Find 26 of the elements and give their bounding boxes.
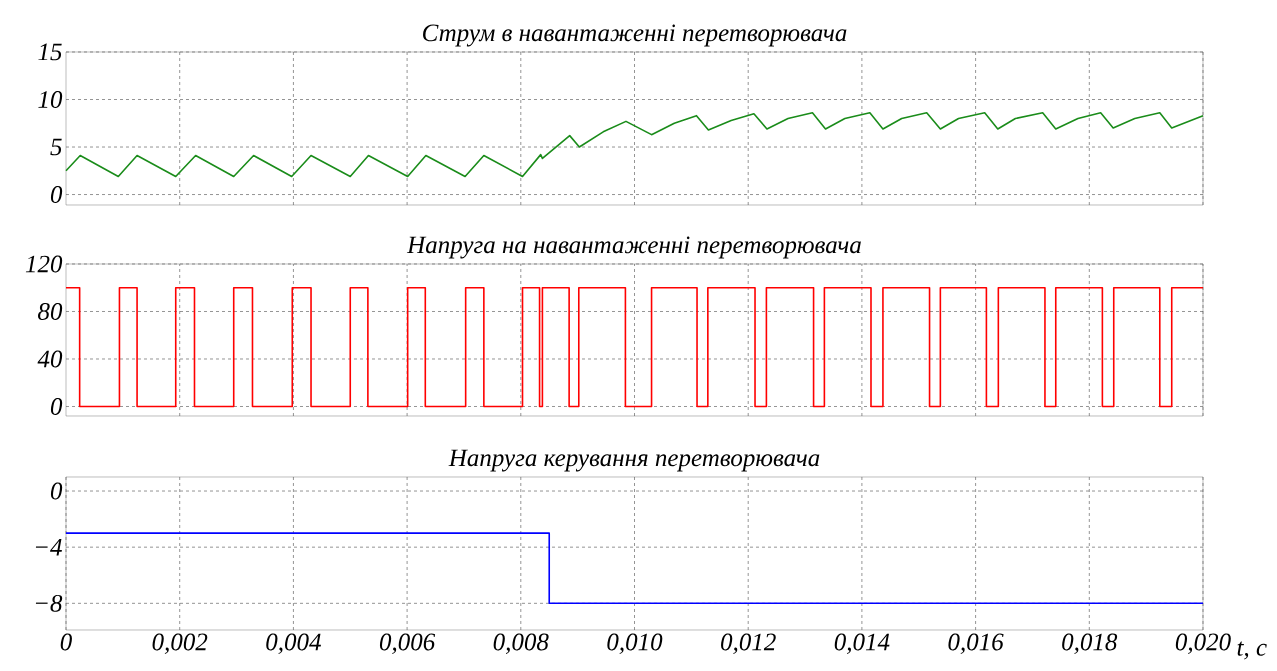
y-tick-label: 5 bbox=[50, 138, 62, 156]
y-tick-label: 0 bbox=[50, 398, 63, 415]
y-tick-label: 15 bbox=[38, 43, 62, 61]
x-tick-label: 0,006 bbox=[379, 633, 436, 654]
y-tick-label: −8 bbox=[35, 594, 63, 612]
y-tick-label: 80 bbox=[37, 303, 63, 320]
y-tick-label: 120 bbox=[25, 255, 63, 273]
x-tick-label: 0,010 bbox=[607, 633, 663, 654]
x-axis-title: t, c bbox=[1237, 641, 1267, 660]
x-tick-label: 0,018 bbox=[1062, 633, 1118, 654]
chart-title: Напруга на навантаженні перетворювача bbox=[406, 236, 861, 259]
y-tick-label: −4 bbox=[35, 538, 62, 556]
x-tick-label: 0,008 bbox=[493, 633, 549, 654]
y-tick-label: 10 bbox=[38, 91, 63, 108]
x-tick-label: 0,016 bbox=[948, 633, 1004, 654]
x-tick-label: 0,012 bbox=[721, 633, 776, 654]
x-tick-label: 0,004 bbox=[266, 633, 321, 654]
chart-title: Струм в навантаженні перетворювача bbox=[423, 24, 847, 47]
x-tick-label: 0,014 bbox=[834, 633, 890, 654]
y-tick-label: 0 bbox=[50, 186, 63, 203]
y-tick-label: 40 bbox=[37, 350, 63, 368]
x-tick-label: 0,002 bbox=[152, 633, 208, 654]
y-tick-label: 0 bbox=[50, 482, 63, 500]
line-series bbox=[65, 112, 1204, 178]
chart-title: Напруга керування перетворювача bbox=[448, 449, 820, 472]
x-tick-label: 0,020 bbox=[1175, 633, 1231, 654]
